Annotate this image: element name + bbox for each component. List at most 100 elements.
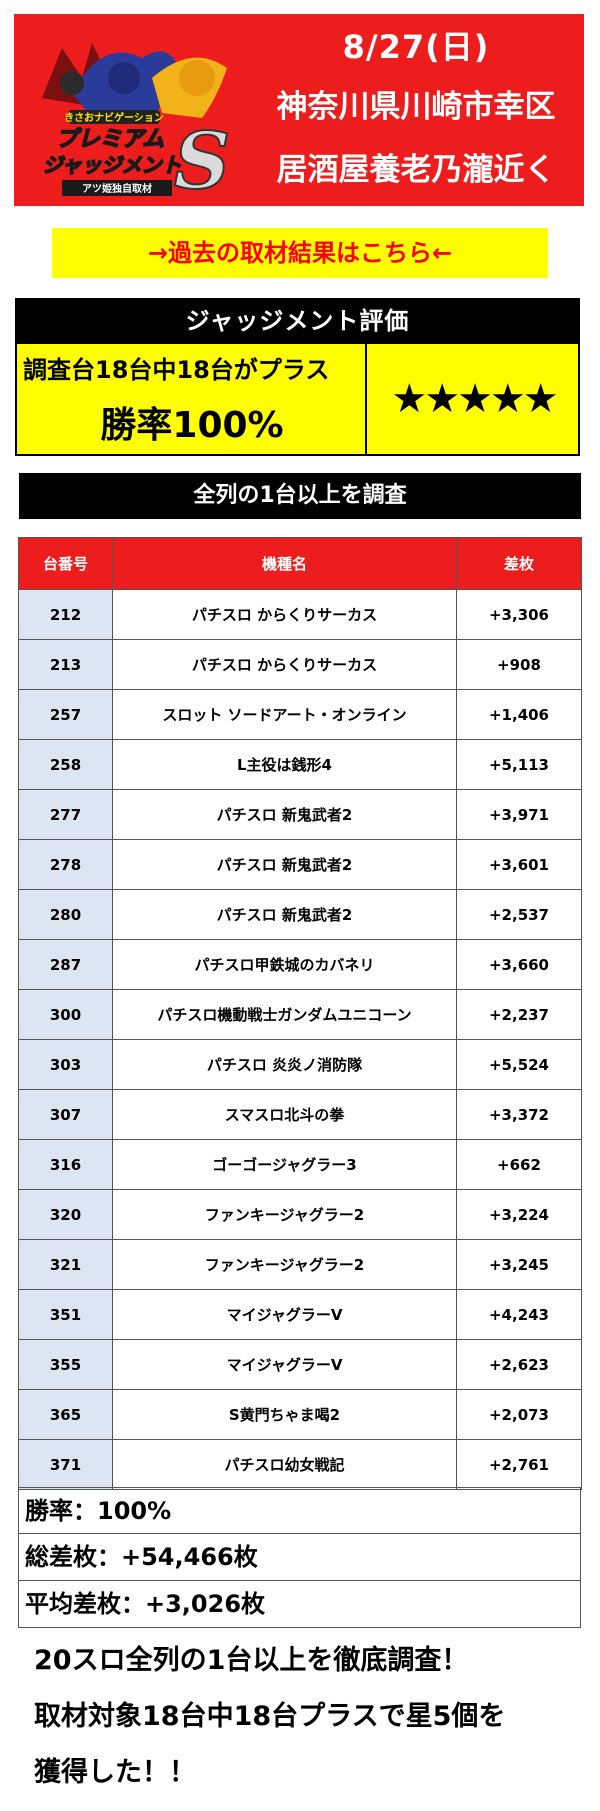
logo-ribbon-bottom-text: アツ姫独自取材 [82,182,152,195]
table-row: 351 マイジャグラーV +4,243 [18,1289,582,1340]
table-row: 303 パチスロ 炎炎ノ消防隊 +5,524 [18,1039,582,1090]
machine-number-cell: 307 [18,1089,113,1140]
table-body: 212 パチスロ からくりサーカス +3,306 213 パチスロ からくりサーカス +9… [18,589,582,1490]
table-row: 258 L主役は銭形4 +5,113 [18,739,582,790]
machine-name-cell: パチスロ機動戦士ガンダムユニコーン [112,989,457,1040]
judgement-title: ジャッジメント評価 [15,298,580,344]
footer-line-1: 20スロ全列の1台以上を徹底調査！ [34,1645,469,1676]
logo-ribbon-text: きさおナビゲーション [64,111,164,124]
machine-name-cell: スマスロ北斗の拳 [112,1089,457,1140]
machine-name-cell: パチスロ幼女戦記 [112,1439,457,1490]
machine-name-cell: ファンキージャグラー2 [112,1189,457,1240]
machine-number-cell: 371 [18,1439,113,1490]
banner-location: 神奈川県川崎市幸区 [276,89,556,125]
header-banner: きさおナビゲーション プレミアム ジャッジメント S アツ姫独自取材 8/27(… [14,14,584,206]
table-header-row: 台番号 機種名 差枚 [18,537,582,590]
machine-number-cell: 278 [18,839,113,890]
table-row: 280 パチスロ 新鬼武者2 +2,537 [18,889,582,940]
header-machine-number: 台番号 [18,537,113,590]
table-row: 287 パチスロ甲鉄城のカバネリ +3,660 [18,939,582,990]
machine-number-cell: 287 [18,939,113,990]
difference-cell: +3,245 [456,1239,582,1290]
results-table: 台番号 機種名 差枚 212 パチスロ からくりサーカス +3,306 213 パチスロ… [18,537,582,1490]
premium-judgement-logo-icon: きさおナビゲーション プレミアム ジャッジメント S アツ姫独自取材 [42,43,231,206]
machine-number-cell: 257 [18,689,113,740]
difference-cell: +5,524 [456,1039,582,1090]
machine-number-cell: 365 [18,1389,113,1440]
difference-cell: +3,372 [456,1089,582,1140]
machine-number-cell: 280 [18,889,113,940]
logo-s: S [174,116,230,206]
machine-number-cell: 277 [18,789,113,840]
footer-line-3: 獲得した！！ [34,1757,196,1788]
footer-line-2: 取材対象18台中18台プラスで星5個を [34,1701,506,1732]
machine-number-cell: 300 [18,989,113,1040]
machine-name-cell: パチスロ からくりサーカス [112,639,457,690]
difference-cell: +2,623 [456,1339,582,1390]
difference-cell: +2,073 [456,1389,582,1440]
difference-cell: +662 [456,1139,582,1190]
machine-name-cell: パチスロ甲鉄城のカバネリ [112,939,457,990]
table-row: 371 パチスロ幼女戦記 +2,761 [18,1439,582,1490]
table-row: 300 パチスロ機動戦士ガンダムユニコーン +2,237 [18,989,582,1040]
machine-name-cell: マイジャグラーV [112,1339,457,1390]
machine-name-cell: パチスロ からくりサーカス [112,589,457,640]
difference-cell: +3,601 [456,839,582,890]
judgement-result: 調査台18台中18台がプラス 勝率100% [17,344,367,454]
star-rating: ★★★★★ [391,376,558,422]
machine-number-cell: 316 [18,1139,113,1190]
machine-name-cell: パチスロ 炎炎ノ消防隊 [112,1039,457,1090]
banner-text: 8/27(日) 神奈川県川崎市幸区 居酒屋養老乃瀧近く [248,18,584,202]
difference-cell: +2,237 [456,989,582,1040]
results-table-wrap: 台番号 機種名 差枚 212 パチスロ からくりサーカス +3,306 213 パチスロ… [18,537,582,1490]
judgement-box: 調査台18台中18台がプラス 勝率100% ★★★★★ [15,344,580,456]
table-row: 316 ゴーゴージャグラー3 +662 [18,1139,582,1190]
logo-title-1: プレミアム [56,127,164,152]
difference-cell: +3,306 [456,589,582,640]
table-row: 212 パチスロ からくりサーカス +3,306 [18,589,582,640]
judgement-summary: 調査台18台中18台がプラス [23,356,330,384]
difference-cell: +4,243 [456,1289,582,1340]
banner-landmark: 居酒屋養老乃瀧近く [276,152,556,188]
machine-name-cell: パチスロ 新鬼武者2 [112,889,457,940]
machine-name-cell: パチスロ 新鬼武者2 [112,789,457,840]
machine-name-cell: マイジャグラーV [112,1289,457,1340]
summary-total-difference: 総差枚：+54,466枚 [18,1534,581,1581]
difference-cell: +1,406 [456,689,582,740]
machine-number-cell: 351 [18,1289,113,1340]
difference-cell: +5,113 [456,739,582,790]
table-row: 321 ファンキージャグラー2 +3,245 [18,1239,582,1290]
table-row: 320 ファンキージャグラー2 +3,224 [18,1189,582,1240]
machine-number-cell: 258 [18,739,113,790]
difference-cell: +908 [456,639,582,690]
machine-name-cell: S黄門ちゃま喝2 [112,1389,457,1440]
past-results-link[interactable]: →過去の取材結果はこちら← [52,228,548,278]
machine-name-cell: L主役は銭形4 [112,739,457,790]
summary-win-rate: 勝率：100% [18,1487,581,1534]
machine-name-cell: ファンキージャグラー2 [112,1239,457,1290]
table-row: 355 マイジャグラーV +2,623 [18,1339,582,1390]
machine-number-cell: 303 [18,1039,113,1090]
difference-cell: +2,537 [456,889,582,940]
machine-number-cell: 212 [18,589,113,640]
table-row: 307 スマスロ北斗の拳 +3,372 [18,1089,582,1140]
header-machine-name: 機種名 [112,537,457,590]
difference-cell: +3,971 [456,789,582,840]
machine-name-cell: スロット ソードアート・オンライン [112,689,457,740]
survey-title: 全列の1台以上を調査 [19,473,581,519]
judgement-win-rate: 勝率100% [100,405,284,446]
difference-cell: +3,660 [456,939,582,990]
machine-number-cell: 320 [18,1189,113,1240]
table-row: 278 パチスロ 新鬼武者2 +3,601 [18,839,582,890]
difference-cell: +2,761 [456,1439,582,1490]
logo-title-2: ジャッジメント [43,153,182,177]
machine-number-cell: 355 [18,1339,113,1390]
header-difference: 差枚 [456,537,582,590]
machine-name-cell: ゴーゴージャグラー3 [112,1139,457,1190]
summary-average-difference: 平均差枚：+3,026枚 [18,1581,581,1628]
machine-name-cell: パチスロ 新鬼武者2 [112,839,457,890]
table-row: 277 パチスロ 新鬼武者2 +3,971 [18,789,582,840]
banner-date: 8/27(日) [342,28,490,66]
footer-text: 20スロ全列の1台以上を徹底調査！ 取材対象18台中18台プラスで星5個を 獲得… [34,1633,590,1801]
difference-cell: +3,224 [456,1189,582,1240]
